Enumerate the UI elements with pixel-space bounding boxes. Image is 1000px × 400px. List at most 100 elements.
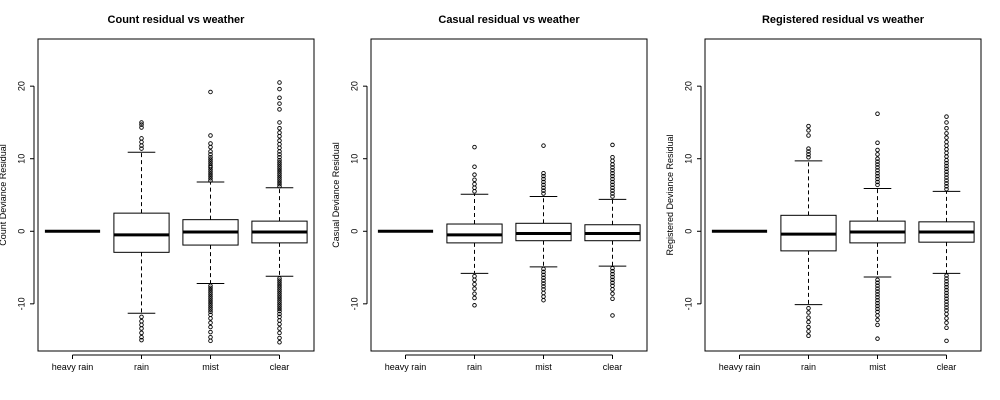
- outlier-point: [277, 149, 282, 154]
- outlier-point: [944, 290, 949, 296]
- outlier-point: [277, 120, 282, 125]
- outlier-point: [610, 191, 615, 196]
- outlier-point: [139, 314, 144, 320]
- box-clear: [918, 114, 975, 344]
- outlier-point: [208, 176, 213, 181]
- outlier-point: [277, 101, 282, 106]
- y-axis-label: Casual Deviance Residual: [331, 142, 341, 248]
- outlier-point: [208, 292, 213, 297]
- outlier-point: [277, 282, 282, 288]
- outlier-point: [541, 275, 546, 280]
- outlier-point: [208, 155, 213, 160]
- outlier-point: [944, 279, 949, 284]
- outlier-point: [806, 149, 811, 154]
- outlier-point: [875, 182, 880, 188]
- outlier-point: [610, 162, 615, 167]
- outlier-point: [875, 168, 880, 173]
- box-rain: [446, 144, 503, 308]
- outlier-point: [208, 283, 213, 288]
- outlier-point: [277, 184, 282, 189]
- outlier-point: [277, 304, 282, 309]
- outlier-point: [875, 280, 880, 286]
- outlier-point: [610, 168, 615, 173]
- outlier-point: [277, 276, 282, 281]
- outlier-point: [277, 175, 282, 180]
- outlier-point: [610, 194, 615, 199]
- x-tick-label: rain: [801, 362, 816, 372]
- outlier-point: [277, 138, 282, 143]
- outlier-point: [208, 141, 213, 146]
- box-clear: [584, 142, 641, 318]
- y-tick-label: 0: [683, 229, 693, 234]
- outlier-point: [944, 154, 949, 159]
- outlier-point: [806, 324, 811, 330]
- outlier-point: [139, 326, 144, 331]
- outlier-point: [277, 306, 282, 312]
- outlier-point: [139, 120, 144, 125]
- x-tick-label: heavy rain: [385, 362, 427, 372]
- outlier-point: [610, 142, 615, 148]
- outlier-point: [277, 164, 282, 169]
- outlier-point: [472, 291, 477, 296]
- outlier-point: [541, 179, 546, 185]
- outlier-point: [472, 295, 477, 301]
- y-tick-label: 0: [16, 229, 26, 234]
- x-tick-label: mist: [535, 362, 552, 372]
- outlier-point: [875, 111, 880, 116]
- outlier-point: [277, 181, 282, 187]
- x-tick-label: rain: [467, 362, 482, 372]
- outlier-point: [944, 311, 949, 317]
- outlier-point: [208, 149, 213, 154]
- outlier-point: [208, 307, 213, 312]
- outlier-point: [139, 143, 144, 148]
- outlier-point: [277, 340, 282, 345]
- outlier-point: [875, 159, 880, 164]
- outlier-point: [806, 146, 811, 151]
- outlier-point: [944, 184, 949, 189]
- outlier-point: [472, 277, 477, 283]
- outlier-point: [208, 296, 213, 302]
- y-tick-label: 10: [16, 154, 26, 164]
- outlier-point: [208, 287, 213, 293]
- outlier-point: [806, 310, 811, 315]
- box-clear: [251, 80, 308, 345]
- outlier-point: [277, 326, 282, 331]
- outlier-point: [541, 173, 546, 179]
- outlier-point: [277, 86, 282, 92]
- outlier-point: [208, 133, 213, 138]
- outlier-point: [277, 293, 282, 299]
- outlier-point: [875, 286, 880, 291]
- box-mist: [849, 111, 906, 341]
- outlier-point: [610, 296, 615, 302]
- outlier-point: [277, 318, 282, 323]
- chart-title: Count residual vs weather: [108, 14, 246, 26]
- y-axis-label: Count Deviance Residual: [0, 144, 8, 246]
- outlier-point: [208, 285, 213, 291]
- outlier-point: [944, 114, 949, 119]
- y-tick-label: 10: [683, 154, 693, 164]
- outlier-point: [541, 297, 546, 303]
- outlier-point: [277, 155, 282, 160]
- x-tick-label: rain: [134, 362, 149, 372]
- outlier-point: [610, 280, 615, 286]
- outlier-point: [208, 89, 213, 95]
- outlier-point: [208, 167, 213, 172]
- outlier-point: [875, 147, 880, 153]
- outlier-point: [277, 308, 282, 314]
- box-body: [113, 212, 170, 253]
- outlier-point: [139, 139, 144, 145]
- outlier-point: [277, 335, 282, 341]
- x-tick-label: mist: [869, 362, 886, 372]
- outlier-point: [944, 125, 949, 131]
- outlier-point: [472, 177, 477, 183]
- outlier-point: [875, 156, 880, 161]
- outlier-point: [208, 152, 213, 157]
- outlier-point: [944, 338, 949, 344]
- outlier-point: [472, 286, 477, 291]
- outlier-point: [944, 284, 949, 290]
- outlier-point: [208, 171, 213, 177]
- outlier-point: [875, 295, 880, 300]
- outlier-point: [806, 155, 811, 160]
- outlier-point: [208, 329, 213, 335]
- outlier-point: [139, 319, 144, 324]
